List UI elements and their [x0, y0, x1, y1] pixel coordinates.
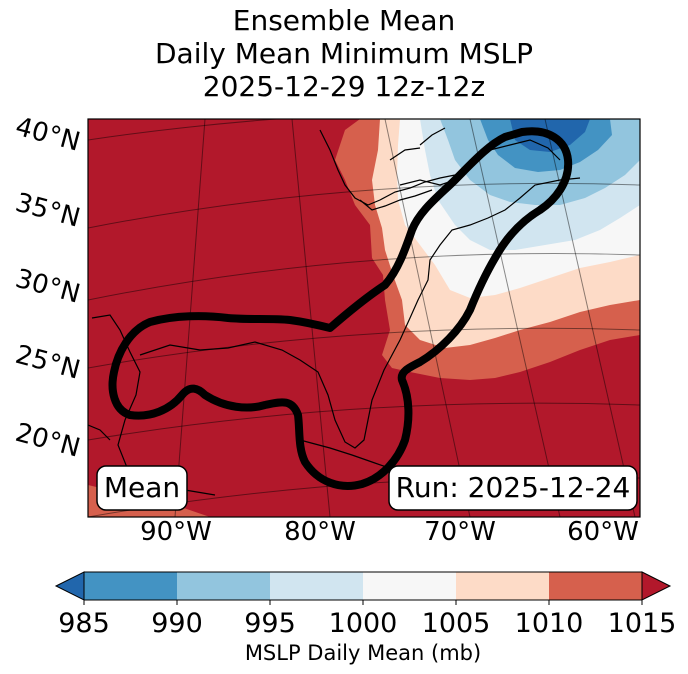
colorbar-segment [456, 572, 550, 600]
lat-label-25n: 25°N [12, 340, 83, 386]
colorbar-tick-label: 1010 [515, 608, 584, 639]
colorbar-tick-label: 995 [244, 608, 296, 639]
colorbar-segment [177, 572, 271, 600]
title-line-2: Daily Mean Minimum MSLP [154, 37, 533, 70]
colorbar-tick-label: 985 [58, 608, 110, 639]
mean-box: Mean [96, 465, 188, 511]
map-panel [88, 119, 640, 517]
colorbar-segment [549, 572, 643, 600]
lon-label-60w: 60°W [567, 517, 639, 547]
title-line-1: Ensemble Mean [232, 4, 456, 37]
colorbar-extend-high [641, 571, 672, 601]
lon-label-70w: 70°W [424, 517, 496, 547]
lon-label-90w: 90°W [140, 517, 212, 547]
mean-box-label: Mean [104, 471, 180, 504]
colorbar-tick-label: 1000 [329, 608, 398, 639]
lat-label-20n: 20°N [12, 418, 83, 464]
colorbar-tick-label: 990 [151, 608, 203, 639]
colorbar-segment [270, 572, 364, 600]
colorbar: 985 990 995 1000 1005 1010 1015 MSLP Daily Mea… [54, 571, 676, 665]
coastlines [88, 127, 581, 496]
colorbar-segments [84, 572, 643, 600]
colorbar-segment [363, 572, 457, 600]
lon-label-80w: 80°W [284, 517, 356, 547]
colorbar-ticks: 985 990 995 1000 1005 1010 1015 [58, 600, 676, 639]
run-box: Run: 2025-12-24 [388, 465, 638, 511]
lat-label-40n: 40°N [12, 112, 83, 158]
map-frame [87, 118, 641, 518]
colorbar-extend-low [54, 571, 85, 601]
run-box-label: Run: 2025-12-24 [396, 471, 631, 504]
colorbar-tick-label: 1015 [608, 608, 677, 639]
colorbar-tick-label: 1005 [422, 608, 491, 639]
lat-label-35n: 35°N [12, 188, 83, 234]
colorbar-title: MSLP Daily Mean (mb) [245, 641, 481, 665]
probability-contour [108, 127, 573, 490]
colorbar-segment [84, 572, 178, 600]
title-line-3: 2025-12-29 12z-12z [202, 70, 486, 103]
lat-label-30n: 30°N [12, 264, 83, 310]
